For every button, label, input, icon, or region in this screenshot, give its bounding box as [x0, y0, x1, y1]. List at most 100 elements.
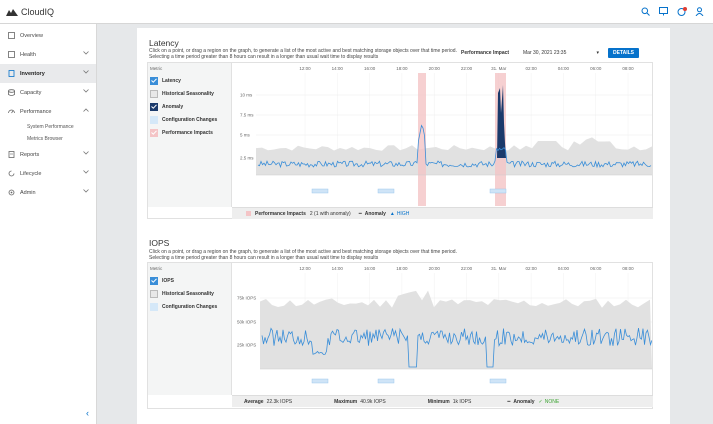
nav-metrics-browser[interactable]: Metrics Browser [27, 136, 63, 142]
iops-panel: Metric IOPS Historical Seasonality Confi… [147, 262, 653, 409]
chevron-up-icon [83, 108, 89, 114]
iops-metric-list: Metric IOPS Historical Seasonality Confi… [148, 263, 232, 395]
x-tick-label: 02:00 [525, 266, 537, 271]
checkbox-icon[interactable] [150, 289, 158, 298]
iops-title: IOPS [149, 238, 170, 248]
chevron-down-icon [83, 170, 89, 176]
config-change-marker [377, 188, 395, 194]
x-tick-label: 31. Mar [491, 266, 507, 271]
legend-impacts: Performance Impacts [255, 210, 306, 217]
nav-reports[interactable]: Reports [0, 145, 96, 164]
cloud-logo-icon [6, 8, 18, 16]
nav-capacity[interactable]: Capacity [0, 83, 96, 102]
brand[interactable]: CloudIQ [6, 7, 54, 17]
x-tick-label: 16:00 [364, 66, 376, 71]
impact-region [418, 73, 426, 206]
nav-label: Capacity [20, 89, 42, 96]
config-change-marker [489, 188, 507, 194]
latency-chart[interactable]: 12:00 14:00 16:00 18:00 20:00 22:00 31. Mar 02:… [232, 63, 652, 207]
y-tick-label: 75k IOPS [237, 296, 256, 301]
details-button[interactable]: DETAILS [608, 48, 640, 58]
x-tick-label: 31. Mar [491, 66, 507, 71]
checkbox-icon[interactable] [150, 89, 158, 98]
metric-performance-impacts[interactable]: Performance Impacts [148, 126, 231, 139]
top-bar: CloudIQ [0, 0, 713, 24]
stat-minimum-label: Minimum [427, 398, 450, 405]
nav-overview[interactable]: Overview [0, 26, 96, 45]
metric-configuration-changes[interactable]: Configuration Changes [148, 113, 231, 126]
legend-impacts-count: 2 (1 with anomaly) [309, 210, 351, 217]
latency-desc: Click on a point, or drag a region on th… [149, 48, 459, 60]
metric-label: Historical Seasonality [162, 90, 214, 97]
x-tick-label: 02:00 [525, 66, 537, 71]
metric-label: Historical Seasonality [162, 290, 214, 297]
stat-minimum-value: 1k IOPS [452, 398, 472, 405]
nav-inventory[interactable]: Inventory [0, 64, 96, 83]
nav-label: Health [20, 51, 36, 58]
chevron-down-icon [83, 51, 89, 57]
chevron-down-icon [83, 151, 89, 157]
checkbox-checked-icon[interactable] [150, 276, 158, 285]
stat-average-label: Average [244, 398, 264, 405]
legend-anomaly-level: HIGH [396, 210, 410, 217]
x-tick-label: 18:00 [396, 66, 408, 71]
monitor-icon[interactable] [658, 6, 669, 17]
app-title: CloudIQ [21, 6, 55, 17]
performance-impact-select[interactable]: Mar 30, 2021 23:35 ▾ [523, 50, 599, 56]
metric-latency[interactable]: Latency [148, 74, 231, 87]
iops-series-line [261, 327, 652, 368]
config-change-marker [311, 378, 329, 384]
latency-series-line [257, 124, 652, 169]
nav-label: Inventory [20, 70, 45, 77]
x-tick-label: 12:00 [299, 266, 311, 271]
x-tick-label: 08:00 [622, 66, 634, 71]
y-tick-label: 25k IOPS [237, 343, 256, 348]
latency-panel: Metric Latency Historical Seasonality An… [147, 62, 653, 219]
checkbox-checked-icon[interactable] [150, 102, 158, 111]
metric-configuration-changes[interactable]: Configuration Changes [148, 300, 231, 313]
y-tick-label: 10 ms [240, 93, 253, 98]
metric-anomaly[interactable]: Anomaly [148, 100, 231, 113]
metric-label: Configuration Changes [162, 303, 218, 310]
nav-lifecycle[interactable]: Lifecycle [0, 164, 96, 183]
performance-impact-value: Mar 30, 2021 23:35 [523, 50, 567, 56]
notification-icon[interactable] [676, 6, 687, 17]
user-icon[interactable] [694, 6, 705, 17]
metric-iops[interactable]: IOPS [148, 274, 231, 287]
x-tick-label: 14:00 [332, 66, 344, 71]
checkbox-checked-icon[interactable] [150, 128, 158, 137]
performance-impact-row: Performance Impact [461, 50, 509, 56]
impact-swatch-icon [246, 211, 251, 216]
select-caret-icon: ▾ [596, 50, 599, 56]
nav-system-performance[interactable]: System Performance [27, 124, 74, 130]
checkbox-checked-icon[interactable] [150, 76, 158, 85]
latency-legend: Performance Impacts 2 (1 with anomaly) ━… [232, 207, 653, 219]
checkbox-icon[interactable] [150, 302, 158, 311]
check-icon: ✓ [538, 398, 543, 405]
metric-label: Anomaly [162, 103, 184, 110]
stat-anomaly-label: Anomaly [513, 398, 535, 405]
seasonality-band [256, 137, 652, 175]
latency-desc-line: period. Selecting a time period greater … [149, 48, 457, 60]
chevron-down-icon [83, 89, 89, 95]
server-icon [7, 70, 15, 78]
y-tick-label: 2.5 ms [240, 156, 254, 161]
search-icon[interactable] [640, 6, 651, 17]
x-tick-label: 16:00 [364, 266, 376, 271]
nav-admin[interactable]: Admin [0, 183, 96, 202]
nav-label: Reports [20, 151, 40, 158]
metric-historical-seasonality[interactable]: Historical Seasonality [148, 87, 231, 100]
metric-label: Latency [162, 77, 181, 84]
checkbox-icon[interactable] [150, 115, 158, 124]
x-tick-label: 04:00 [558, 266, 570, 271]
nav-label: Lifecycle [20, 170, 42, 177]
x-tick-label: 22:00 [461, 66, 473, 71]
performance-impact-label: Performance Impact [461, 50, 510, 56]
collapse-sidebar-icon[interactable]: ‹ [86, 408, 89, 418]
iops-chart[interactable]: 12:00 14:00 16:00 18:00 20:00 22:00 31. Mar 02:… [232, 263, 652, 395]
x-tick-label: 20:00 [429, 66, 441, 71]
metric-historical-seasonality[interactable]: Historical Seasonality [148, 287, 231, 300]
nav-performance[interactable]: Performance [0, 102, 96, 121]
metric-label: IOPS [162, 277, 174, 284]
nav-health[interactable]: Health [0, 45, 96, 64]
